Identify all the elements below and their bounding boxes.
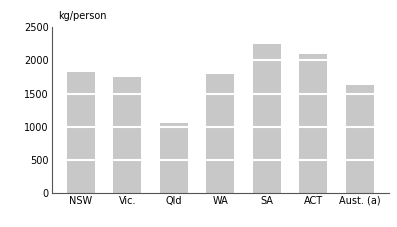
Text: kg/person: kg/person — [58, 11, 106, 21]
Bar — [346, 85, 374, 193]
Bar — [206, 74, 234, 193]
Bar — [299, 54, 327, 193]
Bar — [160, 123, 188, 193]
Bar — [114, 77, 141, 193]
Bar — [67, 72, 95, 193]
Bar — [253, 44, 281, 193]
